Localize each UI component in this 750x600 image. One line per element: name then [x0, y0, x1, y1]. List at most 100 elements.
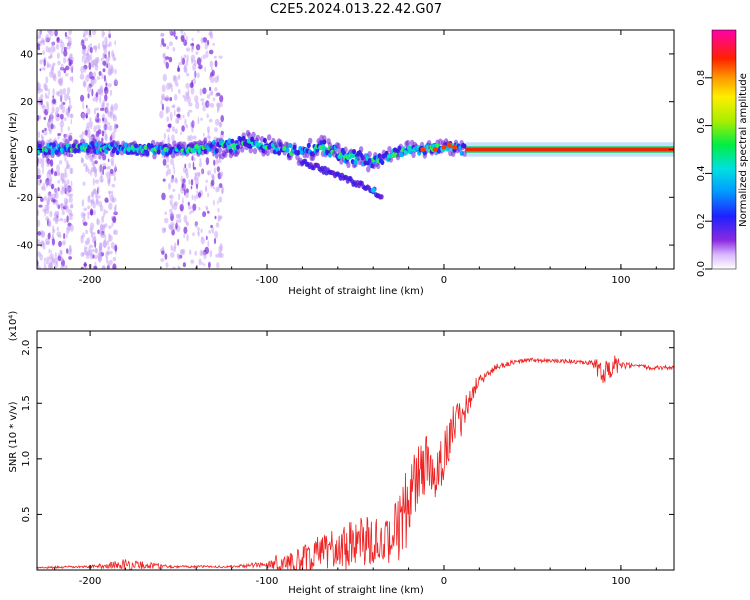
noise-speck — [220, 115, 224, 123]
x-tick-label: -200 — [79, 576, 102, 587]
noise-speck — [172, 188, 176, 192]
noise-speck — [192, 203, 197, 211]
noise-speck — [216, 166, 221, 173]
noise-speck — [37, 178, 40, 186]
noise-speck — [79, 73, 85, 80]
noise-speck — [194, 95, 199, 103]
noise-speck — [87, 93, 90, 99]
noise-speck — [188, 162, 192, 169]
noise-speck — [86, 122, 91, 129]
noise-speck — [215, 186, 219, 193]
noise-speck — [177, 74, 181, 80]
noise-speck — [100, 107, 105, 111]
noise-speck — [42, 232, 45, 236]
noise-speck — [191, 45, 194, 53]
noise-speck — [56, 231, 61, 237]
noise-speck — [170, 178, 175, 183]
noise-speck — [177, 67, 181, 72]
noise-speck — [212, 186, 216, 190]
noise-speck — [113, 229, 116, 235]
noise-speck — [106, 256, 109, 264]
noise-speck — [37, 264, 40, 269]
noise-speck — [210, 76, 215, 83]
noise-speck — [55, 191, 59, 200]
noise-speck — [108, 225, 112, 229]
noise-speck — [192, 77, 197, 85]
noise-speck — [50, 249, 52, 254]
noise-speck — [114, 244, 118, 252]
noise-speck — [92, 177, 95, 186]
noise-speck — [100, 57, 104, 62]
trace-blob — [322, 139, 327, 145]
noise-speck — [53, 257, 55, 266]
noise-speck — [209, 60, 214, 68]
noise-speck — [55, 261, 59, 269]
noise-speck — [102, 168, 104, 176]
noise-speck — [214, 230, 219, 239]
noise-speck — [49, 193, 53, 201]
noise-speck — [102, 60, 107, 66]
noise-speck — [46, 104, 50, 113]
noise-speck — [109, 259, 113, 265]
noise-speck — [101, 137, 104, 143]
noise-speck — [166, 156, 170, 163]
noise-speck — [70, 180, 73, 188]
noise-speck — [196, 190, 199, 195]
noise-speck — [42, 182, 46, 189]
noise-speck — [190, 210, 195, 213]
noise-speck — [99, 95, 102, 104]
noise-speck — [80, 237, 84, 244]
noise-speck — [215, 253, 220, 258]
noise-speck — [166, 128, 171, 133]
noise-speck — [185, 59, 189, 67]
noise-speck — [220, 130, 224, 136]
noise-speck — [50, 123, 54, 130]
noise-speck — [196, 72, 200, 79]
trace-blob — [285, 147, 290, 153]
noise-speck — [187, 201, 190, 206]
noise-speck — [161, 84, 166, 93]
noise-speck — [90, 264, 93, 269]
noise-speck — [190, 54, 196, 63]
noise-speck — [48, 248, 51, 254]
noise-speck — [40, 40, 45, 43]
noise-speck — [50, 45, 55, 54]
noise-speck — [168, 223, 172, 229]
trace-blob — [248, 147, 253, 154]
noise-speck — [68, 244, 72, 251]
noise-speck — [95, 195, 97, 199]
noise-speck — [180, 186, 185, 194]
trace-blob — [288, 142, 293, 149]
noise-speck — [185, 192, 189, 199]
noise-speck — [69, 193, 74, 197]
trace-blob — [358, 146, 364, 153]
noise-speck — [50, 67, 54, 75]
noise-speck — [180, 55, 183, 63]
noise-speck — [186, 111, 190, 117]
noise-speck — [188, 109, 193, 113]
noise-speck — [40, 163, 45, 168]
noise-speck — [202, 211, 207, 218]
noise-speck — [96, 112, 100, 118]
noise-speck — [172, 202, 178, 211]
noise-speck — [93, 188, 97, 194]
noise-speck — [66, 162, 69, 169]
noise-speck — [96, 124, 101, 130]
noise-speck — [211, 173, 215, 180]
noise-speck — [37, 168, 41, 175]
noise-speck — [205, 50, 209, 58]
noise-speck — [108, 202, 113, 210]
trace-blob — [53, 140, 58, 147]
noise-speck — [196, 57, 202, 66]
noise-speck — [54, 252, 57, 259]
noise-speck — [101, 130, 105, 137]
noise-speck — [168, 182, 171, 190]
noise-speck — [70, 118, 73, 125]
noise-speck — [199, 88, 203, 96]
noise-speck — [51, 238, 56, 246]
noise-speck — [63, 232, 66, 240]
noise-speck — [187, 88, 190, 96]
noise-speck — [194, 195, 196, 201]
noise-speck — [52, 88, 55, 96]
noise-speck — [102, 213, 105, 218]
